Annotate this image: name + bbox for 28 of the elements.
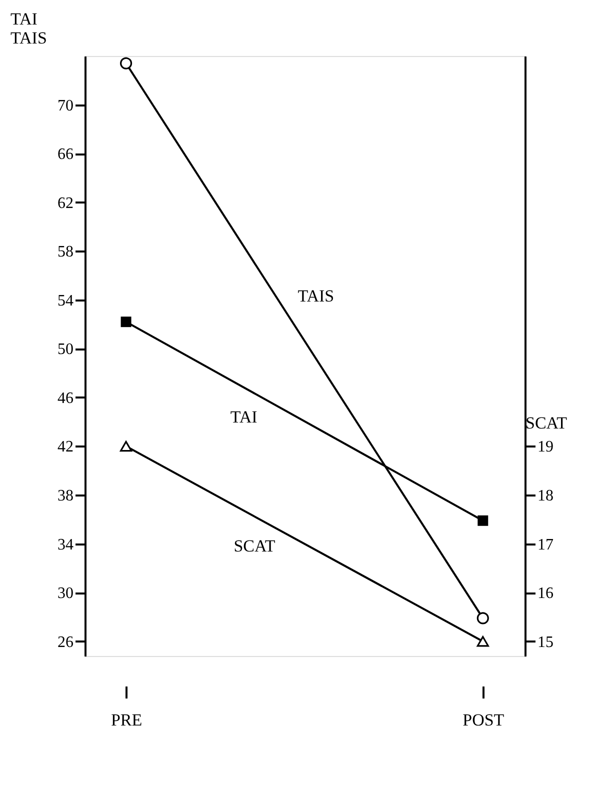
point — [120, 57, 132, 70]
y2-axis-title: SCAT — [526, 414, 568, 433]
y-tick-label: 42 — [58, 438, 74, 456]
point — [478, 515, 488, 526]
point — [120, 316, 132, 328]
y-tick-label: 26 — [58, 634, 74, 651]
y-tick-label: 50 — [58, 341, 74, 358]
y-tick-label: 54 — [58, 292, 74, 310]
x-tick-label: POST — [462, 710, 505, 730]
x-tick-label: PRE — [110, 710, 142, 730]
y-tick-label: 38 — [58, 488, 74, 505]
point — [476, 612, 489, 624]
y2-tick-label: 17 — [538, 536, 554, 554]
series-label: SCAT — [234, 536, 276, 556]
y-tick-label: 34 — [58, 536, 74, 554]
y-tick-label: 58 — [58, 244, 74, 261]
y-tick-label: 62 — [58, 194, 74, 212]
series-label: TAIS — [298, 286, 334, 306]
y-axis-title: TAI TAIS — [10, 10, 47, 48]
y2-tick-label: 19 — [538, 438, 554, 456]
y-tick-label: 66 — [58, 146, 74, 164]
y2-tick-label: 15 — [538, 634, 554, 651]
y2-tick-label: 16 — [538, 585, 554, 602]
y-tick-label: 70 — [58, 97, 74, 114]
series-label: TAI — [230, 407, 258, 426]
y-tick-label: 46 — [58, 390, 74, 407]
y2-tick-label: 18 — [538, 488, 554, 505]
y-tick-label: 30 — [58, 585, 74, 602]
